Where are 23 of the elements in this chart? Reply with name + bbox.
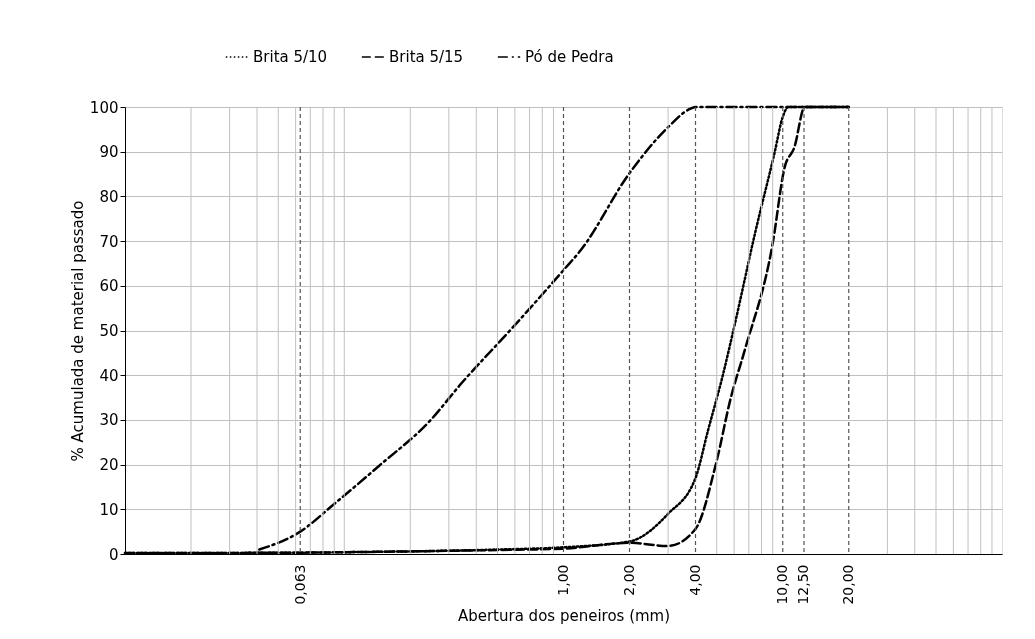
y-tick-label: 80 — [99, 187, 119, 206]
legend-label: Brita 5/15 — [389, 48, 464, 66]
y-tick-label: 10 — [99, 500, 119, 519]
x-tick-label: 1,00 — [555, 564, 571, 596]
y-tick-label: 0 — [108, 545, 119, 564]
y-tick-label: 30 — [99, 411, 119, 430]
x-axis-title: Abertura dos peneiros (mm) — [457, 606, 671, 625]
y-tick-label: 70 — [99, 232, 119, 251]
y-axis-title: % Acumulada de material passado — [68, 200, 87, 462]
legend-label: Pó de Pedra — [525, 48, 614, 66]
x-tick-label: 10,00 — [774, 564, 791, 605]
y-tick-label: 40 — [99, 366, 119, 385]
y-tick-label: 90 — [99, 143, 119, 162]
x-tick-label: 2,00 — [621, 564, 637, 596]
y-tick-label: 20 — [99, 456, 119, 475]
x-tick-label: 20,00 — [840, 564, 857, 605]
x-tick-label: 0,063 — [291, 564, 308, 605]
y-tick-label: 50 — [99, 322, 119, 340]
y-tick-label: 100 — [89, 98, 119, 117]
y-tick-label: 60 — [99, 277, 119, 296]
x-tick-label: 12,50 — [795, 564, 812, 605]
x-tick-label: 4,00 — [687, 564, 703, 596]
legend-label: Brita 5/10 — [253, 48, 328, 66]
